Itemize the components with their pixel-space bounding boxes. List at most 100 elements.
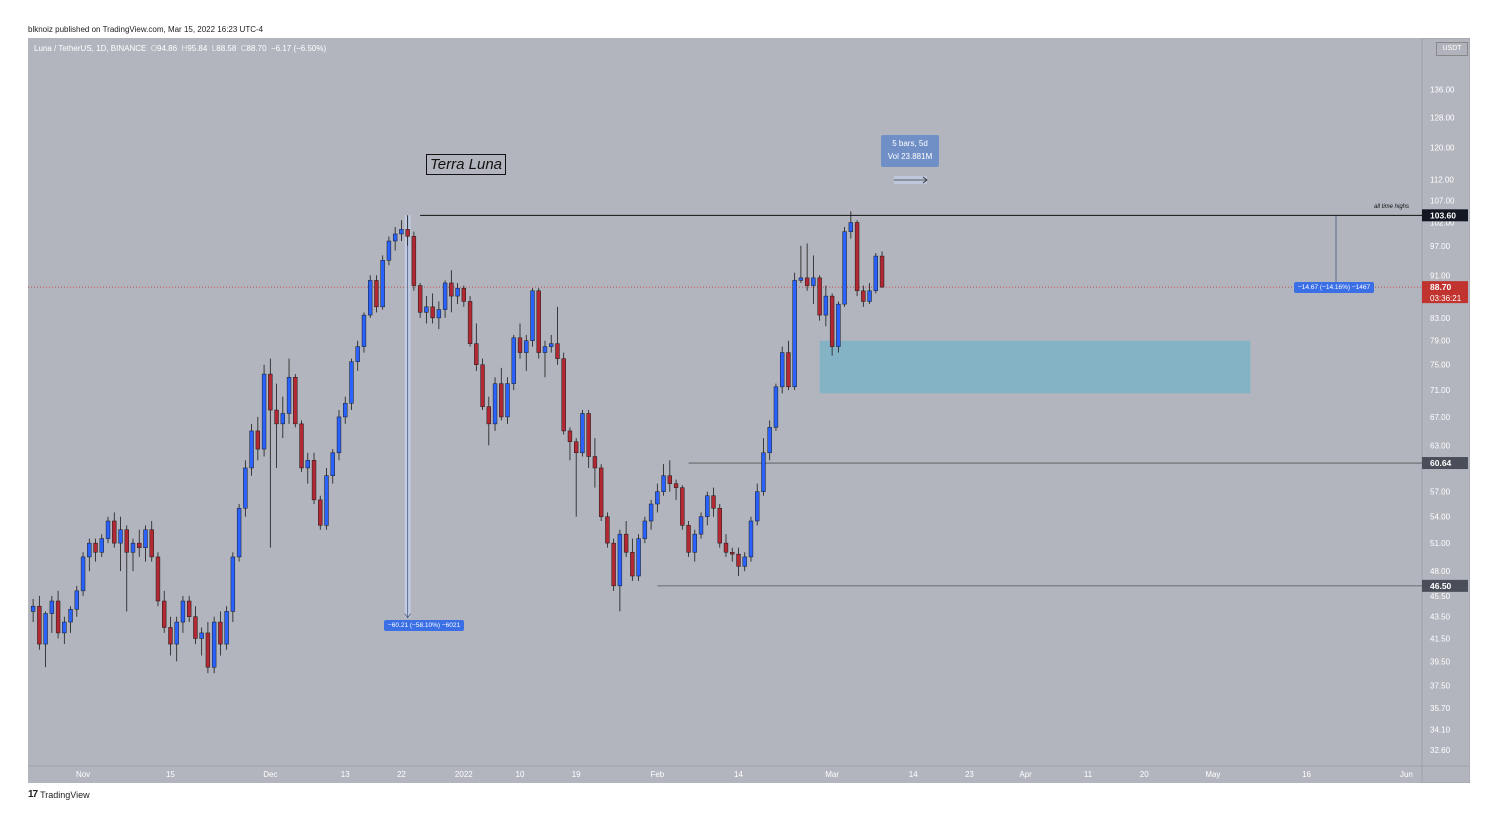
candle-body (711, 495, 716, 509)
candle-body (305, 460, 310, 469)
candle-body (149, 529, 154, 558)
candlestick-chart[interactable]: 32.60 34.10 35.70 37.50 39.50 41.50 43.50 45.50… (28, 38, 1470, 783)
y-tick-label: 41.50 (1430, 634, 1451, 643)
candle-body (93, 542, 98, 553)
candle-body (761, 452, 766, 492)
candle-body (137, 542, 142, 548)
candle-body (380, 260, 385, 308)
candle-body (118, 529, 123, 544)
candle-body (648, 503, 654, 522)
bars-range-arrow (922, 176, 928, 184)
y-tick-label: 51.00 (1430, 539, 1451, 548)
candle-body (611, 542, 616, 587)
y-tick-label: 34.10 (1430, 725, 1451, 734)
candle-body (492, 383, 498, 425)
y-tick-label: 136.00 (1430, 85, 1455, 94)
candle-body (705, 495, 710, 517)
symbol-legend: Luna / TetherUS, 1D, BINANCE O94.86 H95.… (34, 44, 327, 53)
candle-body (467, 301, 473, 344)
ath-label: all time highs (1374, 204, 1410, 210)
y-tick-label: 39.50 (1430, 657, 1451, 666)
candle-body (405, 229, 410, 237)
low-value: 88.58 (216, 44, 237, 53)
terra-luna-label[interactable]: Terra Luna (426, 154, 506, 175)
y-tick-label: 63.00 (1430, 441, 1451, 450)
drop-measure-label[interactable]: −60.21 (−58.10%) −6021 (384, 620, 465, 631)
candle-body (486, 406, 491, 425)
chart-area[interactable]: 32.60 34.10 35.70 37.50 39.50 41.50 43.50 45.50… (28, 38, 1470, 783)
candle-body (130, 542, 136, 553)
x-tick-label: 15 (166, 770, 175, 779)
candle-body (561, 358, 566, 432)
price-axis (1421, 38, 1470, 783)
candle-body (105, 520, 111, 539)
candle-body (324, 475, 329, 526)
x-tick-label: Mar (825, 770, 839, 779)
candle-body (99, 538, 104, 553)
candle-body (667, 475, 673, 484)
candle-body (368, 280, 373, 316)
y-tick-label: 128.00 (1430, 113, 1455, 122)
candle-body (817, 277, 822, 316)
candle-body (293, 376, 298, 425)
candle-body (555, 343, 560, 359)
candle-body (343, 403, 348, 418)
y-tick-label: 67.00 (1430, 413, 1451, 422)
candle-body (598, 467, 604, 517)
candle-body (230, 556, 236, 612)
candle-body (299, 423, 304, 469)
y-tick-label: 32.60 (1430, 746, 1451, 755)
x-tick-label: 10 (516, 770, 525, 779)
x-tick-label: Jun (1400, 770, 1413, 779)
candle-body (374, 280, 379, 308)
candle-body (673, 483, 679, 488)
candle-body (180, 600, 186, 623)
candle-body (536, 290, 541, 353)
high-value: 95.84 (187, 44, 208, 53)
countdown-label: 03:36:21 (1430, 294, 1462, 303)
candle-body (748, 520, 754, 558)
candle-body (168, 627, 173, 645)
candle-body (286, 376, 292, 414)
candle-body (386, 240, 392, 261)
candle-body (829, 295, 835, 347)
ath-price-badge: 103.60 (1430, 210, 1456, 220)
x-tick-label: Feb (650, 770, 664, 779)
candle-body (399, 229, 404, 235)
change-value: −6.17 (−6.50%) (271, 44, 327, 53)
y-tick-label: 71.00 (1430, 386, 1451, 395)
demand-zone (819, 340, 1251, 394)
candle-body (474, 343, 479, 365)
x-tick-label: May (1205, 770, 1220, 779)
candle-body (349, 361, 354, 404)
y-tick-label: 120.00 (1430, 143, 1455, 152)
candle-body (592, 456, 598, 469)
candle-body (517, 337, 523, 353)
candle-body (311, 460, 317, 501)
candle-body (636, 538, 641, 577)
currency-label[interactable]: USDT (1436, 42, 1468, 56)
level-60-badge: 60.64 (1430, 458, 1452, 468)
candle-body (786, 352, 791, 388)
level-60-badge-bg (1422, 457, 1468, 470)
candle-body (442, 282, 448, 310)
y-tick-label: 75.00 (1430, 361, 1451, 370)
current-measure-label[interactable]: −14.67 (−14.16%) −1467 (1294, 282, 1375, 293)
x-tick-label: 14 (734, 770, 743, 779)
candle-body (330, 452, 335, 476)
candle-body (430, 306, 435, 319)
candle-body (62, 621, 67, 634)
y-tick-label: 83.00 (1430, 314, 1451, 323)
candle-body (730, 552, 735, 555)
close-value: 88.70 (246, 44, 267, 53)
candle-body (392, 233, 398, 242)
candle-body (617, 533, 623, 587)
candle-body (68, 609, 73, 623)
candle-body (723, 542, 729, 553)
x-tick-label: 16 (1302, 770, 1311, 779)
x-tick-label: Apr (1019, 770, 1032, 779)
candle-body (680, 487, 685, 526)
candle-body (411, 236, 417, 286)
candle-body (424, 306, 429, 313)
candle-body (218, 621, 223, 645)
